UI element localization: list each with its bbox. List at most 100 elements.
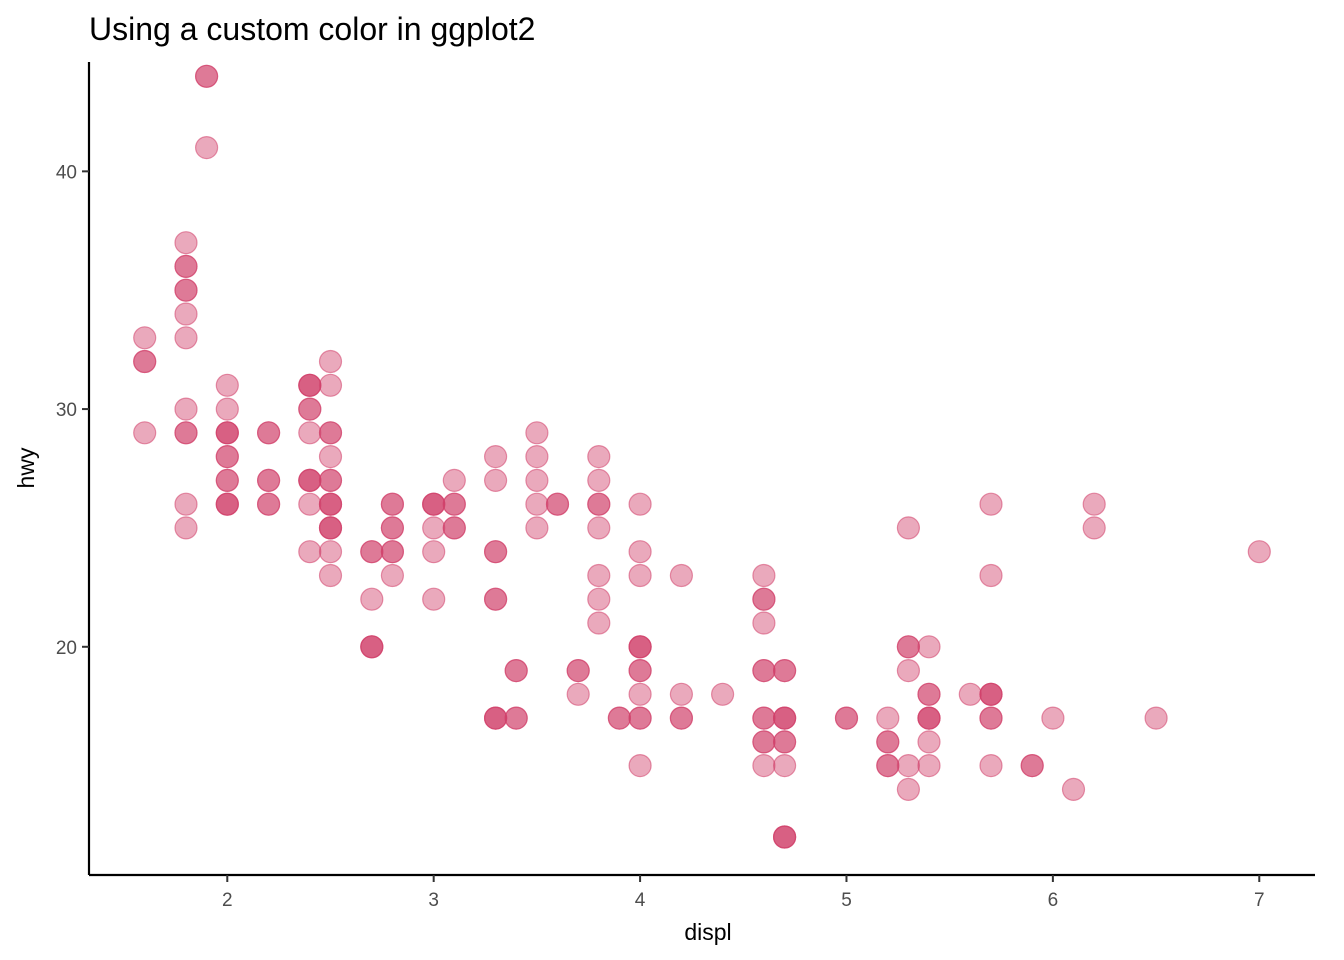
chart-title: Using a custom color in ggplot2 (89, 11, 535, 47)
data-point (174, 516, 198, 540)
data-point (380, 540, 404, 564)
data-point (525, 468, 549, 492)
data-point (318, 563, 343, 588)
data-point (174, 397, 198, 421)
data-point (628, 563, 652, 588)
data-point (215, 492, 239, 516)
data-point (484, 540, 508, 564)
data-point (1144, 706, 1168, 730)
data-point (772, 730, 797, 754)
data-point (422, 492, 446, 516)
data-point (380, 516, 404, 540)
y-axis-ticks: 20 30 40 (56, 162, 89, 659)
data-point (484, 587, 508, 611)
data-point (566, 658, 590, 683)
data-point (257, 468, 281, 492)
data-point (979, 753, 1003, 778)
data-point (257, 492, 281, 516)
data-point (669, 563, 694, 588)
data-point (917, 682, 941, 706)
data-point (484, 468, 508, 492)
data-point (318, 468, 343, 492)
data-point (772, 658, 797, 683)
data-point (752, 611, 776, 635)
data-point (380, 492, 404, 516)
data-point (834, 706, 859, 730)
x-axis-ticks: 2 3 4 5 6 7 (222, 875, 1265, 911)
y-tick-label: 40 (56, 162, 77, 183)
data-point (710, 682, 735, 706)
data-point (484, 706, 508, 730)
data-point (752, 587, 776, 611)
data-point (628, 540, 652, 564)
data-point (628, 658, 652, 683)
data-point (133, 421, 157, 445)
data-point (298, 468, 322, 492)
data-point (669, 706, 694, 730)
data-point (587, 563, 611, 588)
data-point (174, 254, 198, 278)
data-point (174, 326, 198, 350)
data-point (133, 326, 157, 350)
data-point (298, 397, 322, 421)
data-point (195, 64, 219, 88)
x-tick-label: 6 (1048, 890, 1059, 911)
data-point (422, 516, 446, 540)
data-point (587, 468, 611, 492)
data-point (876, 753, 900, 778)
data-point (1061, 777, 1086, 802)
data-point (1082, 516, 1106, 540)
data-point (979, 492, 1003, 516)
data-point (504, 658, 528, 683)
data-point (752, 563, 776, 588)
data-point (587, 445, 611, 469)
data-point (669, 682, 694, 706)
data-point (628, 753, 652, 778)
data-point (628, 492, 652, 516)
y-tick-label: 20 (56, 638, 77, 659)
data-point (525, 492, 549, 516)
data-point (442, 468, 466, 492)
data-point (360, 587, 384, 611)
data-point (133, 349, 157, 374)
data-point (896, 777, 921, 802)
x-tick-label: 7 (1254, 890, 1265, 911)
data-point (215, 421, 239, 445)
data-point (525, 516, 549, 540)
data-point (318, 421, 343, 445)
data-point (1082, 492, 1106, 516)
data-point (298, 540, 322, 564)
data-point (298, 373, 322, 397)
y-tick-label: 30 (56, 400, 77, 421)
data-point (752, 706, 776, 730)
data-point (979, 706, 1003, 730)
x-tick-label: 4 (635, 890, 646, 911)
data-point (587, 611, 611, 635)
data-point (318, 540, 343, 564)
data-point (484, 445, 508, 469)
data-point (917, 730, 941, 754)
data-point (360, 635, 384, 659)
x-tick-label: 5 (841, 890, 852, 911)
data-point (566, 682, 590, 706)
data-point (1247, 540, 1271, 564)
data-point (917, 706, 941, 730)
data-point (628, 706, 652, 730)
data-point (876, 730, 900, 754)
data-point (215, 373, 239, 397)
data-point (174, 302, 198, 326)
data-point (174, 492, 198, 516)
data-point (422, 587, 446, 611)
data-point (422, 540, 446, 564)
data-point (1041, 706, 1065, 730)
data-point (545, 492, 570, 516)
data-point (174, 231, 198, 255)
data-point (174, 278, 198, 302)
data-point (587, 516, 611, 540)
data-point (917, 753, 941, 778)
data-point (876, 706, 900, 730)
data-point (752, 753, 776, 778)
data-point (318, 373, 343, 397)
data-point (298, 492, 322, 516)
